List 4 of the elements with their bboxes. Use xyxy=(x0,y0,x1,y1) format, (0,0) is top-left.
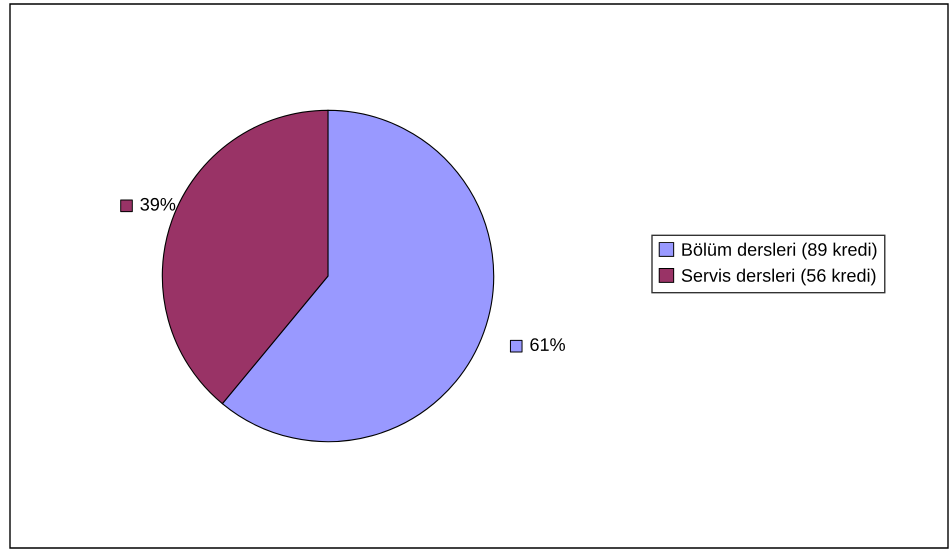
data-label: 39% xyxy=(140,198,176,211)
legend-label: Servis dersleri (56 kredi) xyxy=(682,268,876,286)
data-label: 61% xyxy=(530,338,565,351)
legend-label: Bölüm dersleri (89 kredi) xyxy=(682,242,876,260)
